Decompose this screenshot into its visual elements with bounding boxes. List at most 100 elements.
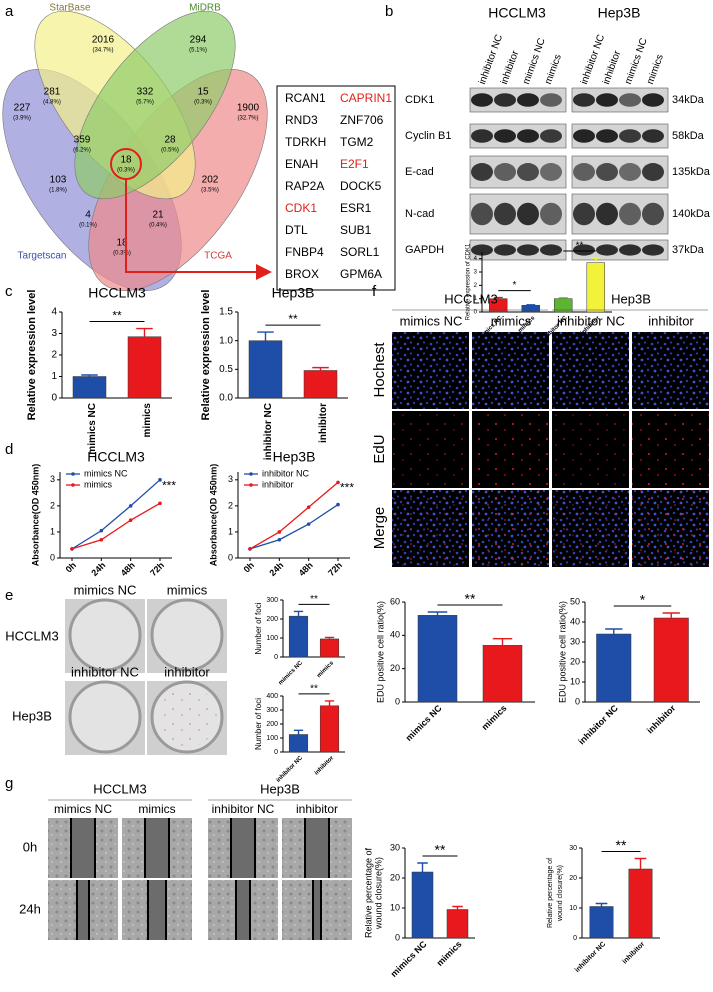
y-tick-label: 2 <box>228 500 233 510</box>
point <box>336 480 340 485</box>
protein-name: E-cad <box>405 166 434 178</box>
venn-count: 21 <box>152 210 164 221</box>
venn-percent: (5.7%) <box>136 100 154 106</box>
x-tick-label: inhibitor <box>621 941 646 966</box>
cell-line: Hep3B <box>611 291 651 306</box>
y-tick-label: 1 <box>51 371 57 382</box>
protein-size: 37kDa <box>672 244 705 256</box>
panel-letter: a <box>5 3 14 20</box>
venn-count: 2016 <box>92 35 115 46</box>
y-axis-label: Number of foci <box>254 602 263 654</box>
error-bar <box>427 611 448 616</box>
bar <box>127 336 162 399</box>
point <box>248 547 252 551</box>
error-bar <box>136 327 153 337</box>
point <box>158 478 162 482</box>
nuclei-red <box>392 411 469 488</box>
protein-size: 58kDa <box>672 130 705 142</box>
bar <box>411 871 434 939</box>
y-tick-label: 30 <box>569 845 577 852</box>
venn-percent: (0.4%) <box>149 223 167 229</box>
row-label: Hep3B <box>12 708 52 723</box>
significance: ** <box>112 309 122 323</box>
bar <box>248 340 283 399</box>
error-bar <box>634 857 647 869</box>
x-tick-label: mimics <box>316 660 335 679</box>
y-tick-label: 100 <box>266 735 278 742</box>
blot-band <box>619 202 641 226</box>
series-line <box>249 481 339 550</box>
condition-label: mimics <box>138 802 175 816</box>
condition-label: mimics NC <box>54 802 112 816</box>
wound-gap <box>71 818 95 878</box>
x-tick-label: inhibitor <box>318 403 329 443</box>
venn-count: 202 <box>202 175 219 186</box>
legend-label: mimics <box>84 479 112 489</box>
x-tick-label: mimics NC <box>404 703 444 743</box>
protein-size: 34kDa <box>672 94 705 106</box>
error-bar <box>257 331 274 341</box>
venn-percent: (0.3%) <box>113 251 131 257</box>
condition-label: inhibitor NC <box>557 313 625 328</box>
condition-label: mimics <box>167 582 208 597</box>
x-tick-label: inhibitor NC <box>576 703 620 747</box>
blot-band <box>596 93 618 107</box>
condition-label: inhibitor <box>164 664 210 679</box>
venn-count: 28 <box>164 135 176 146</box>
row-label: HCCLM3 <box>5 628 58 643</box>
legend-label: inhibitor NC <box>262 468 310 478</box>
y-tick-label: 0 <box>573 935 577 942</box>
blot-band <box>642 163 664 181</box>
protein-name: CDK1 <box>405 94 434 106</box>
significance: ** <box>576 241 584 252</box>
venn-set-label: TCGA <box>204 251 232 262</box>
venn-percent: (5.1%) <box>189 48 207 54</box>
x-tick-label: 24h <box>267 560 285 578</box>
blot-band <box>573 129 595 143</box>
gene-name: CAPRIN1 <box>340 91 392 105</box>
gene-name: DOCK5 <box>340 179 382 193</box>
y-tick-label: 1 <box>50 526 55 536</box>
x-tick-label: inhibitor <box>314 755 336 777</box>
y-tick-label: 2 <box>50 500 55 510</box>
condition-label: inhibitor <box>296 802 338 816</box>
gene-name: FNBP4 <box>285 245 324 259</box>
blot-band <box>517 163 539 181</box>
venn-set <box>74 10 236 200</box>
error-bar <box>605 628 623 634</box>
gene-name: ENAH <box>285 157 318 171</box>
blot-band <box>619 93 641 107</box>
x-tick-label: mimics <box>480 703 509 732</box>
row-label: 24h <box>19 901 41 916</box>
bar <box>589 906 614 939</box>
venn-count: 15 <box>197 87 209 98</box>
lane-label: inhibitor <box>499 49 522 86</box>
gene-name: E2F1 <box>340 157 369 171</box>
gene-name: RND3 <box>285 113 318 127</box>
wound-gap <box>148 880 166 940</box>
error-bar <box>293 729 304 735</box>
x-tick-label: 72h <box>148 560 166 578</box>
y-axis-label: Relative expression of CDK1 <box>466 243 472 320</box>
gene-name: ZNF706 <box>340 113 384 127</box>
error-bar <box>595 902 608 907</box>
y-tick-label: 0 <box>274 749 278 756</box>
chart-title: Hep3B <box>273 449 316 465</box>
row-label: 0h <box>23 839 37 854</box>
bar <box>596 633 632 703</box>
x-tick-label: 72h <box>326 560 344 578</box>
nuclei-blue <box>392 332 469 409</box>
protein-name: N-cad <box>405 208 434 220</box>
gene-name: BROX <box>285 267 319 281</box>
nuclei-blue <box>552 332 629 409</box>
x-tick-label: mimics <box>142 403 153 438</box>
blot-band <box>642 93 664 107</box>
blot-band <box>596 244 618 256</box>
error-bar <box>452 905 463 910</box>
series-line <box>71 479 161 550</box>
panel-letter: c <box>5 283 13 300</box>
condition-label: inhibitor <box>648 313 694 328</box>
x-tick-label: mimics <box>435 939 464 968</box>
venn-percent: (0.5%) <box>161 148 179 154</box>
y-tick-label: 60 <box>390 596 400 606</box>
